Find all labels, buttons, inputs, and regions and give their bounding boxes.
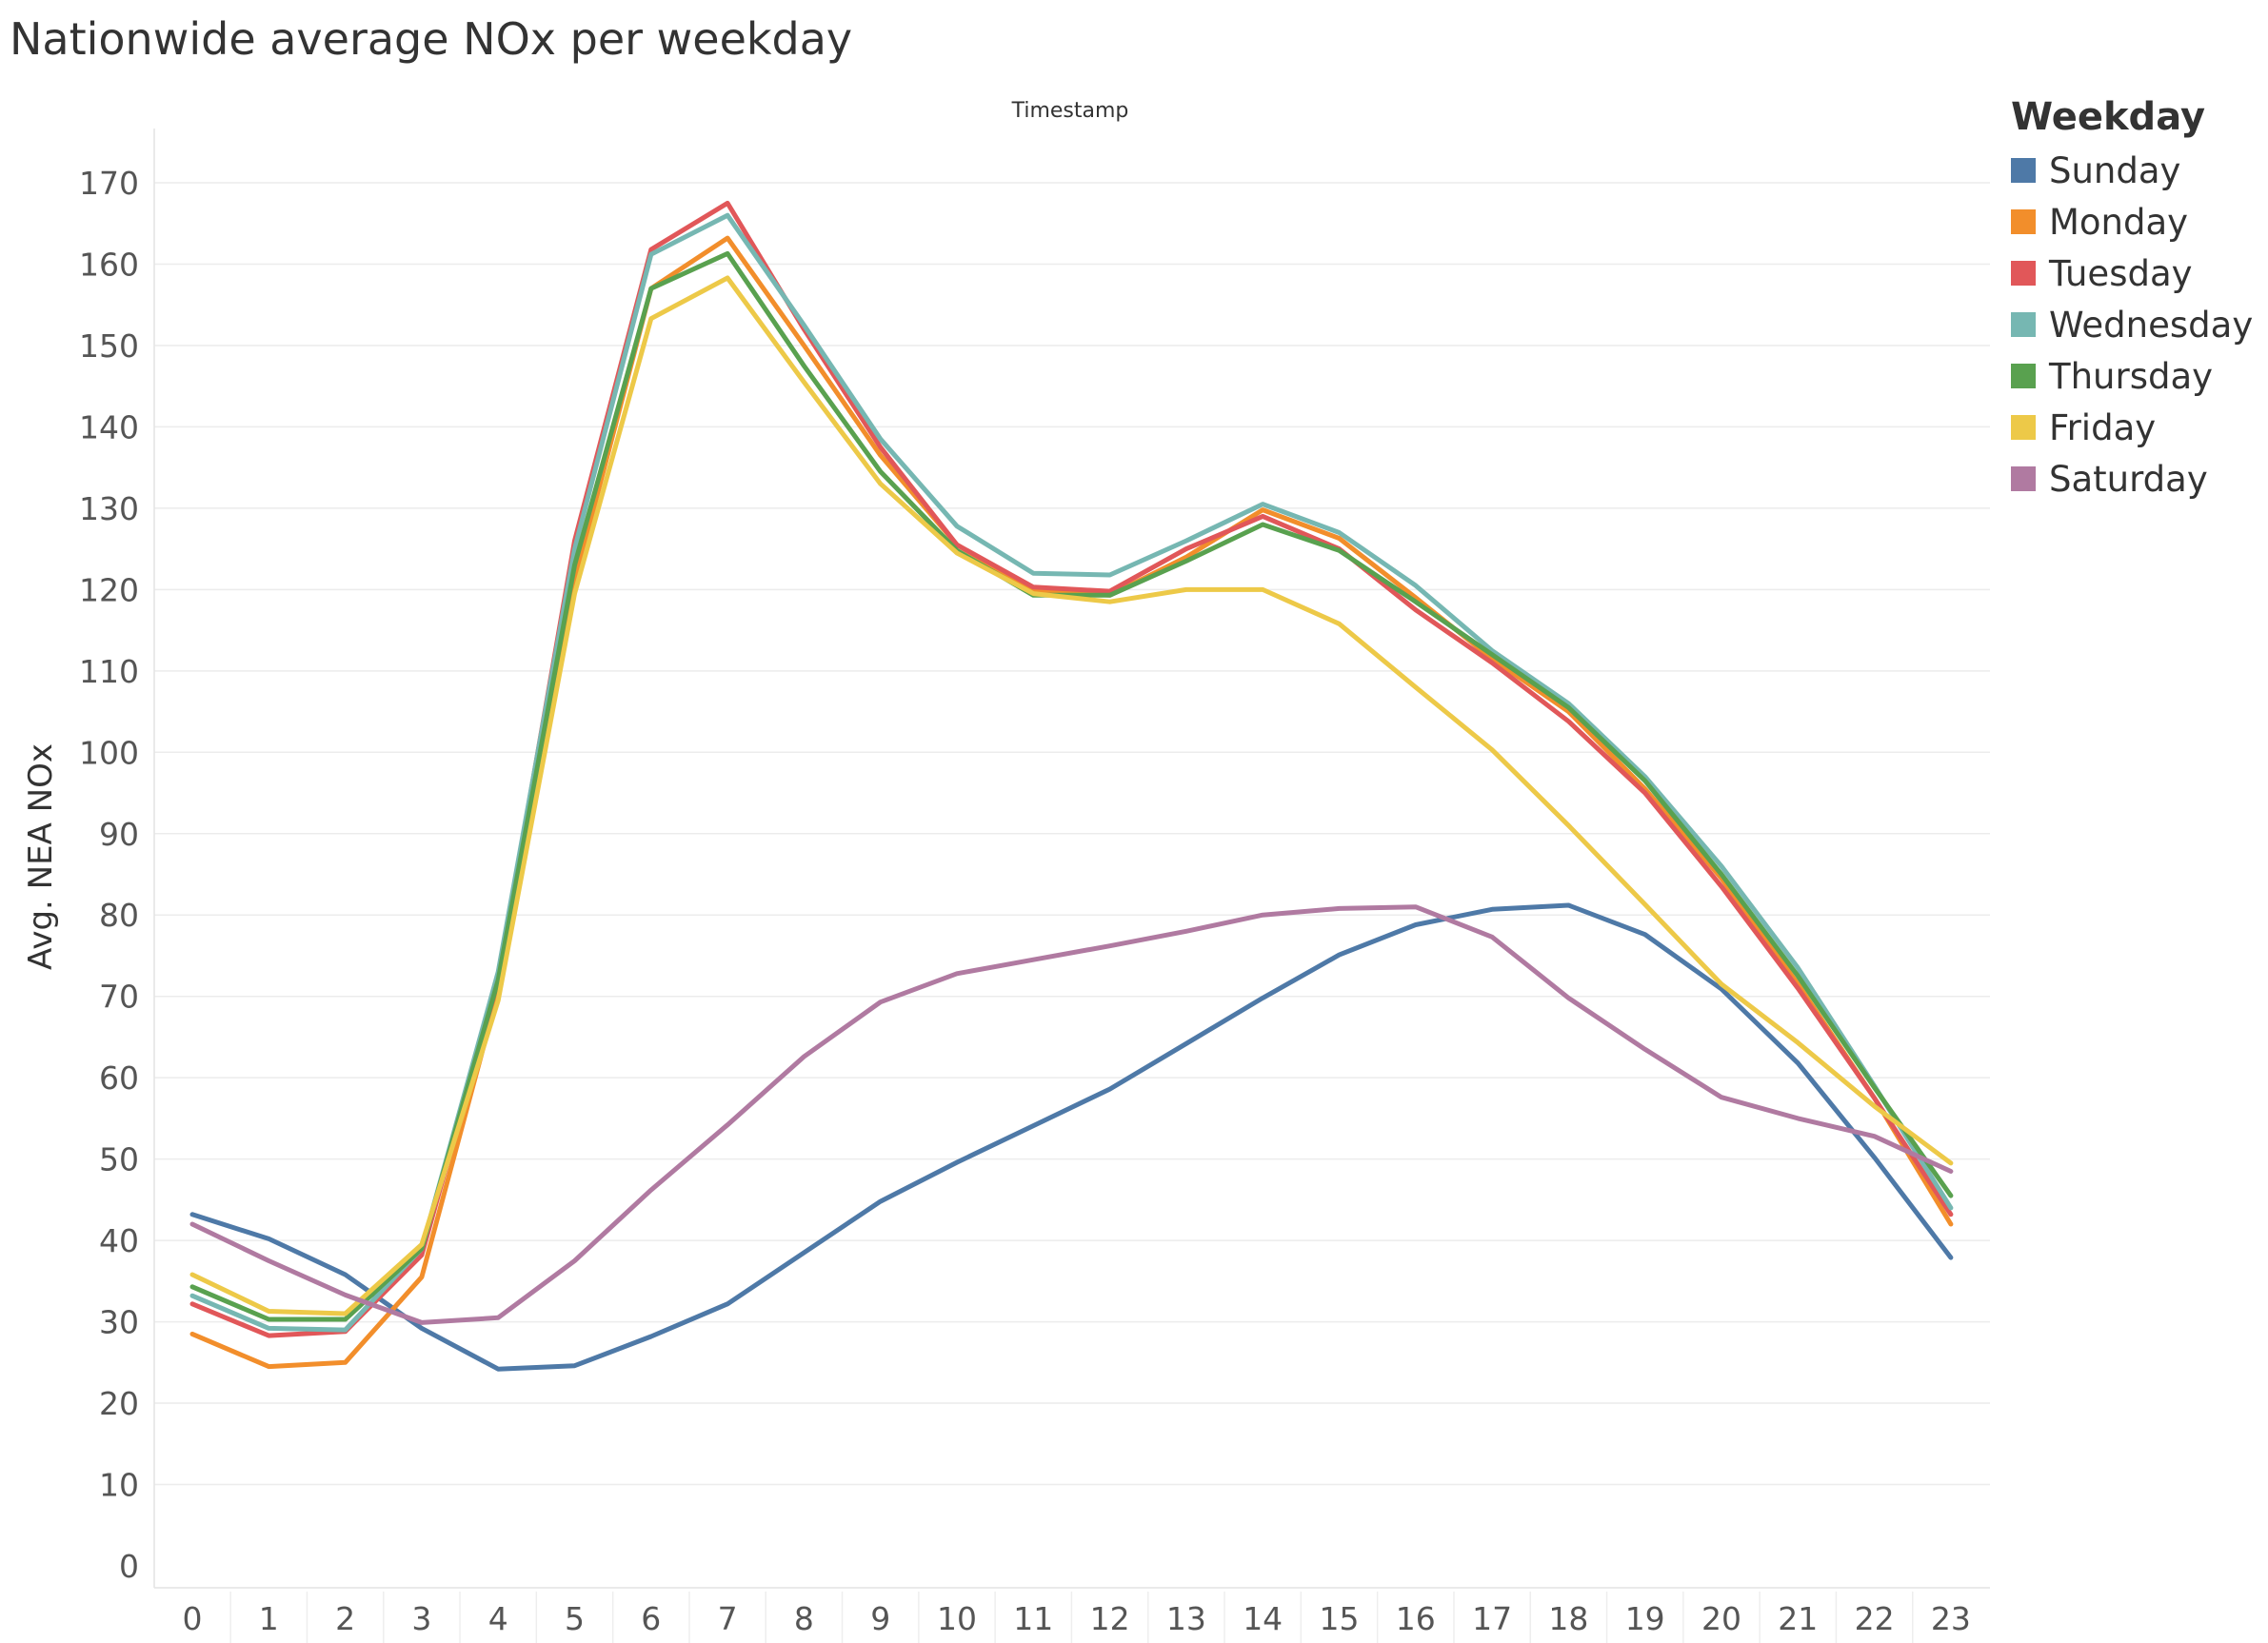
legend-item-saturday[interactable]: Saturday [2011,453,2263,505]
series-line-friday [189,275,1954,1316]
x-tick-label: 22 [1855,1600,1895,1637]
x-tick-label: 16 [1396,1600,1436,1637]
legend-title: Weekday [2011,95,2206,139]
y-tick-label: 150 [79,327,139,365]
legend-label: Sunday [2049,149,2181,191]
x-tick-label: 8 [794,1600,814,1637]
legend-label: Friday [2049,406,2157,448]
series-line-sunday [189,902,1954,1372]
x-tick-label: 10 [937,1600,977,1637]
y-tick-label: 0 [119,1548,139,1585]
x-tick-label: 7 [718,1600,738,1637]
series-line-wednesday [189,212,1954,1333]
x-tick-label: 1 [259,1600,279,1637]
series-lines [189,200,1954,1372]
legend: Weekday Sunday Monday Tuesday Wednesday Thur… [2011,95,2263,505]
legend-label: Saturday [2049,458,2208,500]
series-line-thursday [189,250,1954,1322]
legend-swatch [2011,158,2036,183]
axes: 0102030405060708090100110120130140150160… [79,129,1990,1643]
legend-swatch [2011,466,2036,491]
x-tick-label: 2 [335,1600,355,1637]
legend-swatch [2011,415,2036,440]
legend-label: Tuesday [2049,252,2193,294]
x-tick-label: 5 [565,1600,585,1637]
y-tick-label: 90 [99,816,139,853]
x-tick-label: 12 [1090,1600,1130,1637]
x-tick-label: 14 [1243,1600,1283,1637]
y-axis-label: Avg. NEA NOx [22,743,60,970]
x-tick-label: 23 [1931,1600,1971,1637]
x-tick-label: 15 [1320,1600,1360,1637]
y-tick-label: 30 [99,1304,139,1341]
legend-item-friday[interactable]: Friday [2011,402,2263,453]
x-tick-label: 13 [1166,1600,1206,1637]
series-line-tuesday [189,200,1954,1338]
legend-swatch [2011,312,2036,337]
legend-items: Sunday Monday Tuesday Wednesday Thursday Frid… [2011,145,2263,505]
y-tick-label: 100 [79,734,139,771]
x-tick-label: 17 [1472,1600,1512,1637]
x-tick-label: 20 [1701,1600,1741,1637]
y-tick-label: 140 [79,408,139,445]
legend-item-thursday[interactable]: Thursday [2011,350,2263,402]
x-tick-label: 19 [1625,1600,1665,1637]
x-tick-label: 0 [183,1600,203,1637]
x-tick-label: 21 [1778,1600,1818,1637]
y-tick-label: 130 [79,490,139,527]
x-tick-label: 3 [411,1600,431,1637]
y-tick-label: 10 [99,1467,139,1504]
legend-label: Thursday [2049,355,2214,397]
legend-item-monday[interactable]: Monday [2011,196,2263,247]
y-tick-label: 120 [79,571,139,608]
y-tick-label: 70 [99,979,139,1016]
legend-item-wednesday[interactable]: Wednesday [2011,299,2263,350]
x-tick-label: 9 [870,1600,890,1637]
gridlines [154,182,1990,1486]
legend-swatch [2011,364,2036,388]
chart-title: Nationwide average NOx per weekday [10,13,853,65]
y-tick-label: 170 [79,165,139,202]
legend-label: Wednesday [2049,304,2254,346]
y-tick-label: 60 [99,1059,139,1097]
legend-swatch [2011,209,2036,234]
legend-label: Monday [2049,201,2189,243]
legend-item-sunday[interactable]: Sunday [2011,145,2263,196]
series-line-monday [189,235,1954,1370]
y-tick-label: 40 [99,1222,139,1259]
x-tick-label: 6 [641,1600,661,1637]
x-tick-label: 4 [488,1600,508,1637]
legend-item-tuesday[interactable]: Tuesday [2011,247,2263,299]
series-line-saturday [189,904,1954,1325]
x-tick-label: 11 [1013,1600,1053,1637]
y-tick-label: 110 [79,653,139,690]
x-tick-label: 18 [1548,1600,1588,1637]
y-tick-label: 160 [79,246,139,283]
y-tick-label: 50 [99,1141,139,1178]
top-axis-label: Timestamp [1011,99,1129,123]
y-tick-label: 20 [99,1385,139,1422]
y-tick-label: 80 [99,897,139,934]
legend-swatch [2011,261,2036,286]
